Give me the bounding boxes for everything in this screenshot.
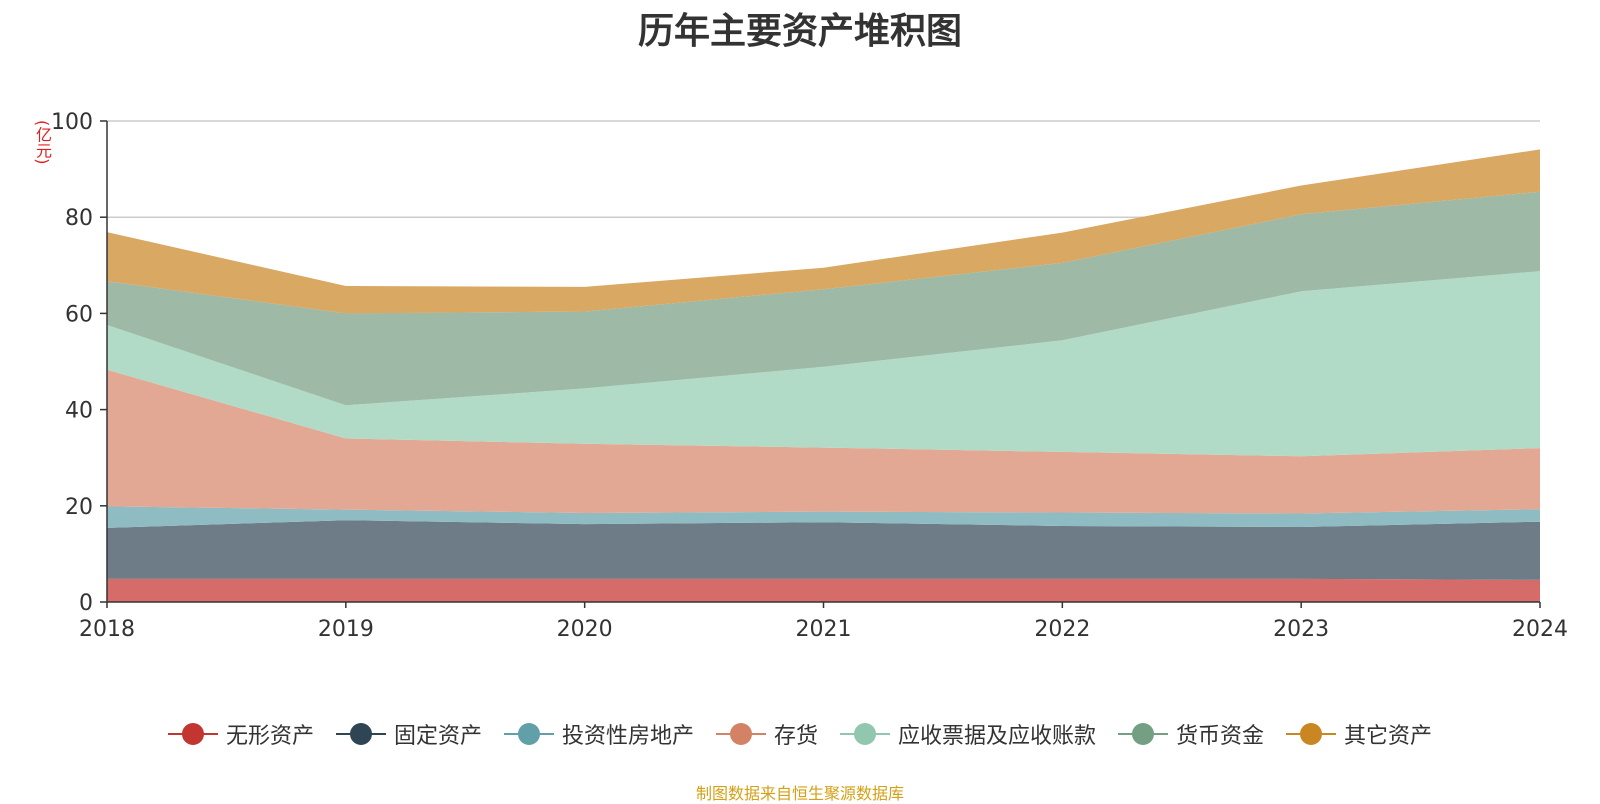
area-series-5	[107, 191, 1540, 406]
area-series-4	[107, 271, 1540, 457]
x-tick-label: 2018	[79, 617, 135, 642]
axes: 0 20 40 60 80 100 2018 2019 2020 2021 2022 2023 2024	[51, 110, 1568, 642]
area-series-1	[107, 520, 1540, 580]
legend-label: 其它资产	[1344, 724, 1433, 749]
legend-marker-icon	[335, 723, 386, 745]
legend-marker-icon	[1286, 723, 1337, 745]
source-note: 制图数据来自恒生聚源数据库	[695, 784, 904, 803]
area-layers	[107, 149, 1540, 602]
legend-item[interactable]: 货币资金	[1118, 718, 1264, 750]
stacked-area-chart: 0 20 40 60 80 100 2018 2019 2020 2021 2022 2023 2024	[51, 110, 1568, 642]
legend-item[interactable]: 应收票据及应收账款	[840, 718, 1096, 750]
legend-item[interactable]: 投资性房地产	[503, 718, 694, 750]
x-tick-label: 2021	[796, 617, 852, 642]
y-tick-label: 20	[65, 495, 93, 520]
legend-marker-icon	[503, 723, 554, 745]
legend-item[interactable]: 其它资产	[1286, 718, 1432, 750]
legend-label: 投资性房地产	[561, 724, 694, 749]
area-series-6	[107, 149, 1540, 314]
x-tick-label: 2022	[1034, 617, 1090, 642]
y-tick-label: 60	[65, 302, 93, 327]
x-tick-label: 2024	[1512, 617, 1568, 642]
x-tick-label: 2023	[1273, 617, 1329, 642]
legend-marker-icon	[167, 723, 218, 745]
y-tick-label: 0	[79, 591, 93, 616]
y-tick-label: 40	[65, 399, 93, 424]
legend-label: 无形资产	[225, 724, 314, 749]
legend-item[interactable]: 固定资产	[335, 718, 482, 750]
x-tick-label: 2020	[557, 617, 613, 642]
chart-title: 历年主要资产堆积图	[637, 11, 962, 52]
legend-marker-icon	[1118, 723, 1169, 745]
legend-marker-icon	[715, 723, 766, 745]
legend-label: 存货	[773, 724, 818, 749]
legend-label: 货币资金	[1176, 724, 1265, 749]
legend-label: 应收票据及应收账款	[898, 724, 1097, 749]
area-series-2	[107, 506, 1540, 528]
legend-item[interactable]: 无形资产	[167, 718, 314, 750]
legend-label: 固定资产	[393, 724, 482, 749]
area-series-0	[107, 578, 1540, 602]
y-axis-unit: (亿元)	[33, 120, 52, 165]
y-tick-label: 100	[51, 110, 93, 135]
y-tick-label: 80	[65, 206, 93, 231]
legend-marker-icon	[840, 723, 890, 745]
legend: 无形资产 固定资产 投资性房地产 存货 应收票据及应收账款 货币资金 其它资产	[0, 718, 1600, 750]
legend-item[interactable]: 存货	[715, 718, 818, 750]
x-tick-label: 2019	[318, 617, 374, 642]
area-series-3	[107, 369, 1540, 514]
